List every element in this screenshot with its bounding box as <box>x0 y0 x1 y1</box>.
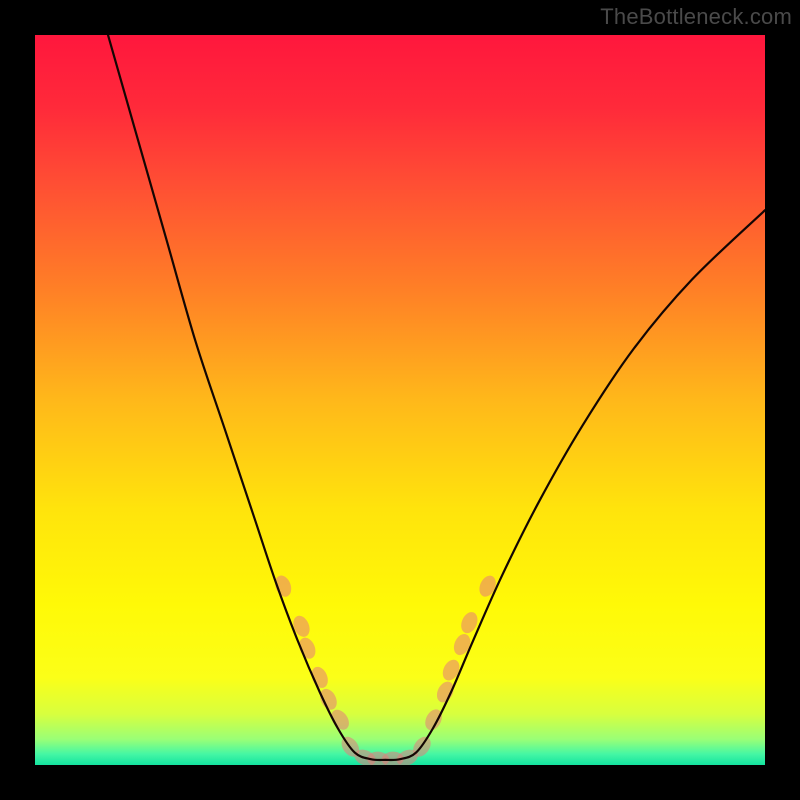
watermark-text: TheBottleneck.com <box>600 4 792 30</box>
plot-area <box>35 35 765 765</box>
gradient-background <box>35 35 765 765</box>
chart-page: TheBottleneck.com <box>0 0 800 800</box>
chart-svg <box>35 35 765 765</box>
